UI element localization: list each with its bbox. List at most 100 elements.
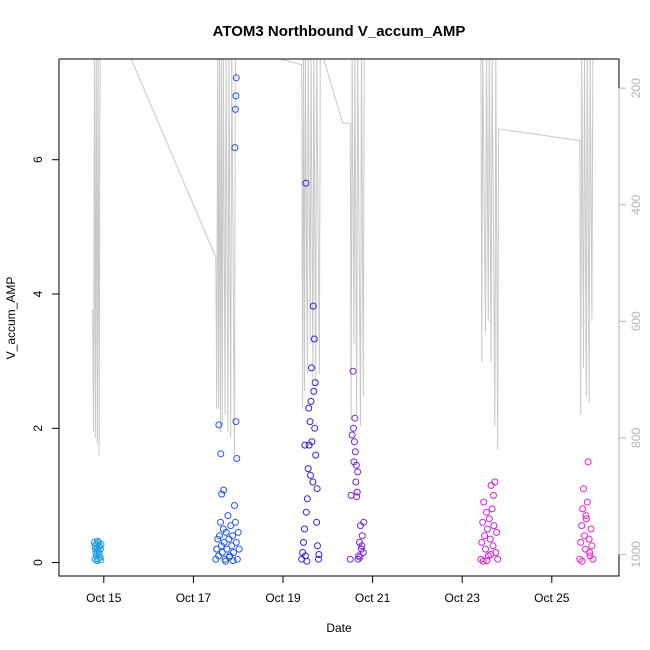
scatter-point: [222, 557, 230, 565]
scatter-point: [232, 418, 240, 426]
scatter-point: [230, 549, 237, 556]
y2-tick-label: 1000: [629, 541, 643, 568]
x-tick-label: Oct 19: [265, 591, 301, 605]
scatter-point: [351, 448, 359, 456]
scatter-point: [301, 525, 308, 533]
scatter-point: [480, 498, 488, 506]
scatter-point: [229, 557, 237, 565]
scatter-point: [217, 518, 224, 526]
scatter-point: [349, 367, 357, 375]
scatter-point: [577, 538, 585, 546]
scatter-point: [308, 364, 315, 372]
scatter-point: [233, 455, 241, 462]
scatter-point: [311, 379, 319, 387]
scatter-point: [305, 404, 313, 412]
y2-axis: 200 400 600 800 1000: [618, 78, 643, 568]
scatter-point: [582, 515, 590, 523]
scatter-point: [94, 537, 102, 545]
x-tick-label: Oct 25: [534, 591, 570, 605]
scatter-point: [231, 518, 239, 526]
scatter-point: [312, 451, 320, 459]
scatter-point: [488, 505, 496, 513]
x-tick-label: Oct 21: [355, 591, 391, 605]
scatter-point: [310, 387, 318, 395]
scatter-point: [309, 478, 317, 486]
x-axis-label: Date: [326, 621, 352, 635]
scatter-point: [356, 553, 364, 561]
x-tick-label: Oct 17: [176, 591, 212, 605]
scatter-point: [310, 335, 318, 343]
scatter-point: [95, 549, 103, 556]
scatter-point: [220, 538, 228, 546]
scatter-point: [235, 545, 243, 553]
scatter-point: [586, 549, 594, 556]
scatter-point: [578, 557, 586, 565]
scatter-point: [306, 418, 314, 426]
x-tick-label: Oct 23: [445, 591, 481, 605]
scatter-point: [491, 478, 499, 486]
scatter-point: [220, 486, 228, 494]
secondary-series-line: [92, 59, 594, 456]
scatter-point: [350, 438, 358, 446]
scatter-point: [358, 542, 366, 550]
scatter-point: [490, 491, 497, 499]
scatter-point: [218, 549, 226, 556]
scatter-point: [309, 302, 317, 310]
scatter-point: [233, 555, 241, 563]
scatter-point: [301, 441, 309, 449]
scatter-point: [315, 551, 323, 558]
scatter-point: [303, 557, 311, 565]
scatter-point: [234, 528, 242, 536]
scatter-point: [313, 485, 321, 493]
scatter-points-layer: [91, 74, 597, 565]
scatter-point: [490, 522, 498, 530]
scatter-point: [224, 512, 232, 520]
y2-tick-label: 200: [629, 78, 643, 98]
scatter-point: [354, 555, 362, 563]
scatter-point: [232, 92, 240, 100]
y2-tick-label: 800: [629, 428, 643, 448]
y-tick-label: 0: [31, 559, 45, 566]
scatter-point: [579, 505, 587, 513]
scatter-point: [222, 528, 230, 536]
scatter-point: [307, 471, 314, 479]
x-axis: Oct 15 Oct 17 Oct 19 Oct 21 Oct 23 Oct 25: [86, 575, 570, 605]
y-axis: 0 2 4 6: [31, 156, 60, 566]
scatter-point: [217, 450, 225, 458]
x-tick-label: Oct 15: [86, 591, 122, 605]
scatter-point: [589, 555, 597, 563]
scatter-point: [355, 552, 363, 560]
scatter-point: [300, 538, 307, 546]
scatter-point: [93, 557, 101, 565]
scatter-point: [307, 397, 315, 405]
scatter-point: [348, 431, 356, 439]
scatter-point: [582, 512, 590, 520]
scatter-point: [315, 555, 322, 563]
scatter-point: [313, 518, 321, 526]
scatter-point: [489, 542, 497, 550]
scatter-point: [587, 525, 595, 533]
scatter-point: [588, 542, 596, 550]
y2-tick-label: 400: [629, 194, 643, 214]
scatter-point: [314, 542, 321, 550]
scatter-point: [358, 532, 366, 540]
scatter-point: [215, 421, 223, 429]
scatter-point: [483, 508, 490, 516]
scatter-point: [479, 518, 487, 526]
scatter-point: [481, 532, 489, 540]
scatter-point: [580, 485, 587, 493]
scatter-point: [487, 551, 495, 558]
scatter-point: [303, 495, 311, 503]
scatter-point: [350, 424, 357, 432]
y-tick-label: 2: [31, 425, 45, 432]
scatter-point: [359, 549, 367, 556]
scatter-point: [213, 545, 221, 553]
scatter-point: [354, 468, 362, 476]
y-tick-label: 6: [31, 156, 45, 163]
scatter-point: [576, 555, 584, 563]
scatter-point: [223, 545, 231, 553]
scatter-point: [357, 545, 365, 553]
scatter-point: [583, 498, 591, 506]
